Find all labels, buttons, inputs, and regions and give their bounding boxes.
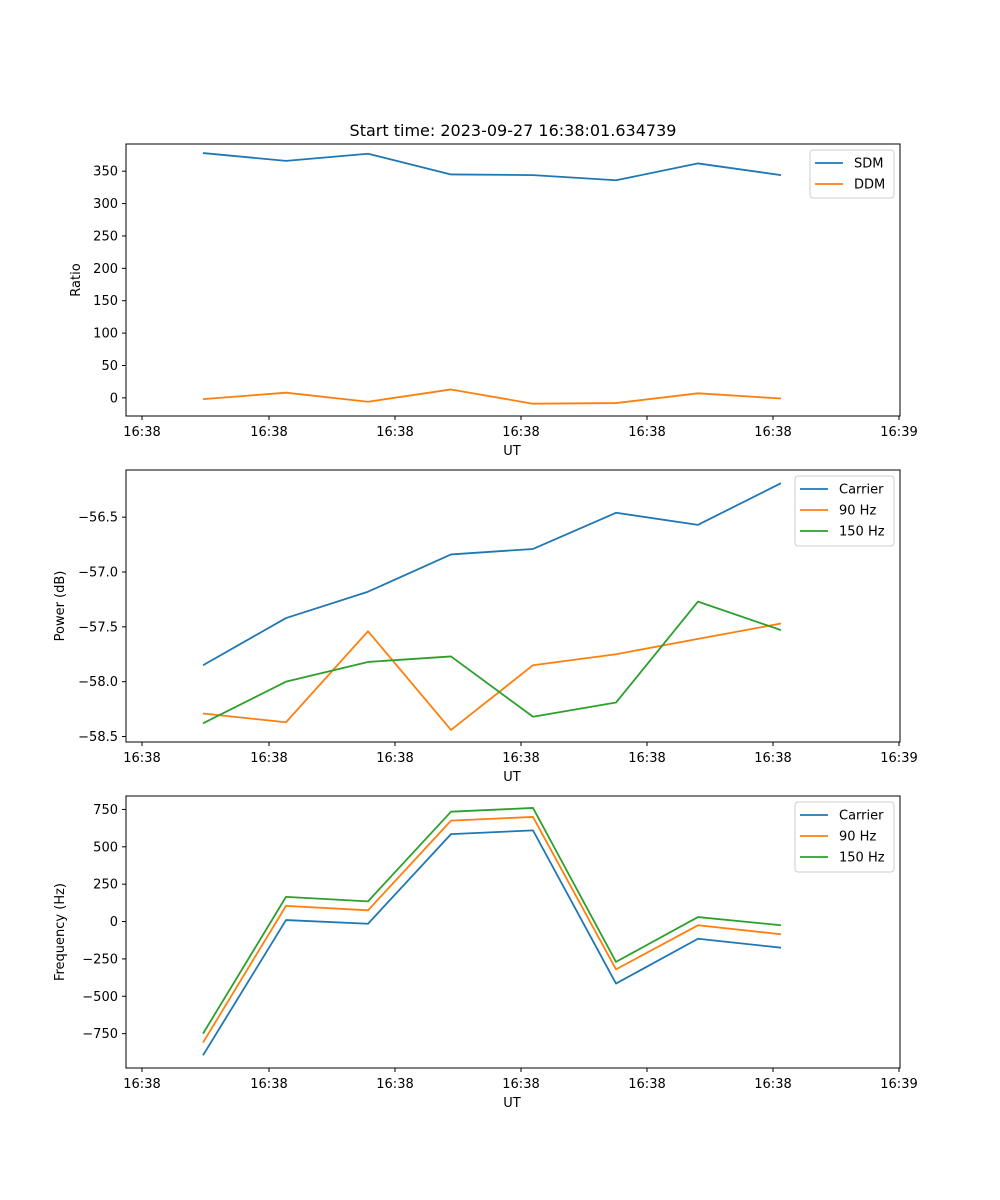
x-axis-label: UT (503, 1096, 521, 1111)
x-tick-label: 16:38 (628, 751, 665, 766)
y-tick-label: −58.0 (78, 675, 118, 690)
legend: Carrier 90 Hz 150 Hz (794, 801, 895, 873)
y-tick-label: 200 (93, 262, 118, 277)
y-tick-label: 0 (110, 915, 118, 930)
x-tick-label: 16:38 (754, 751, 791, 766)
x-tick-label: 16:39 (880, 425, 917, 440)
series-line-150-hz (202, 600, 782, 725)
series-line-150-hz (202, 807, 782, 1035)
x-tick-label: 16:38 (628, 1077, 665, 1092)
series-line-carrier (202, 482, 782, 667)
legend-entry: Carrier (839, 809, 884, 824)
legend-entry: 150 Hz (839, 525, 885, 540)
legend-box (809, 149, 895, 199)
series-line-90-hz (202, 622, 782, 731)
legend-box (794, 475, 895, 547)
y-tick-label: 250 (93, 878, 118, 893)
axes-frame (125, 795, 901, 1069)
axes-frame (125, 469, 901, 743)
y-axis-label: Frequency (Hz) (53, 883, 68, 981)
legend-entry: DDM (854, 178, 885, 193)
x-axis-label: UT (503, 770, 521, 785)
x-tick-label: 16:38 (376, 751, 413, 766)
x-tick-label: 16:38 (123, 1077, 160, 1092)
legend-entry: SDM (854, 157, 883, 172)
series-line-carrier (202, 829, 782, 1056)
y-tick-label: −500 (82, 990, 118, 1005)
x-tick-label: 16:38 (502, 1077, 539, 1092)
series-line-90-hz (202, 816, 782, 1044)
x-tick-label: 16:38 (754, 1077, 791, 1092)
x-tick-label: 16:38 (250, 425, 287, 440)
y-tick-label: 750 (93, 803, 118, 818)
x-tick-label: 16:38 (123, 425, 160, 440)
series-line-ddm (202, 388, 782, 405)
y-tick-label: 300 (93, 197, 118, 212)
y-tick-label: −56.5 (78, 511, 118, 526)
x-tick-label: 16:38 (502, 425, 539, 440)
x-tick-label: 16:38 (250, 751, 287, 766)
chart-title: Start time: 2023-09-27 16:38:01.634739 (350, 121, 677, 140)
x-tick-label: 16:38 (250, 1077, 287, 1092)
y-tick-label: 100 (93, 327, 118, 342)
panels: 0 50 100 150 200 250 300 350 16:38 16:38 16:38 16:3… (53, 143, 918, 1111)
panel-2: −58.5 −58.0 −57.5 −57.0 −56.5 16:38 16:38 16:38… (53, 469, 918, 785)
x-tick-label: 16:38 (754, 425, 791, 440)
panel-1: 0 50 100 150 200 250 300 350 16:38 16:38 16:38 16:3… (69, 143, 918, 459)
x-tick-label: 16:38 (628, 425, 665, 440)
legend: SDM DDM (809, 149, 895, 199)
x-axis-label: UT (503, 444, 521, 459)
y-tick-label: −57.0 (78, 566, 118, 581)
x-tick-label: 16:39 (880, 1077, 917, 1092)
x-tick-label: 16:38 (376, 1077, 413, 1092)
legend-entry: 90 Hz (839, 830, 876, 845)
y-tick-label: −57.5 (78, 620, 118, 635)
y-tick-label: −750 (82, 1027, 118, 1042)
legend-entry: 150 Hz (839, 851, 885, 866)
y-tick-label: 50 (101, 359, 118, 374)
y-tick-label: 250 (93, 229, 118, 244)
x-tick-label: 16:39 (880, 751, 917, 766)
panel-3: −750 −500 −250 0 250 500 750 16:38 16:38 16:38 16:… (53, 795, 918, 1111)
y-axis-label: Power (dB) (53, 571, 68, 642)
legend: Carrier 90 Hz 150 Hz (794, 475, 895, 547)
legend-box (794, 801, 895, 873)
x-tick-label: 16:38 (502, 751, 539, 766)
axes-frame (125, 143, 901, 417)
x-tick-label: 16:38 (123, 751, 160, 766)
legend-entry: Carrier (839, 483, 884, 498)
legend-entry: 90 Hz (839, 504, 876, 519)
y-tick-label: 350 (93, 165, 118, 180)
series-line-sdm (202, 152, 782, 182)
y-tick-label: 500 (93, 840, 118, 855)
y-axis-label: Ratio (69, 263, 84, 296)
y-tick-label: 150 (93, 294, 118, 309)
y-tick-label: 0 (110, 391, 118, 406)
y-tick-label: −250 (82, 952, 118, 967)
x-tick-label: 16:38 (376, 425, 413, 440)
y-tick-label: −58.5 (78, 730, 118, 745)
